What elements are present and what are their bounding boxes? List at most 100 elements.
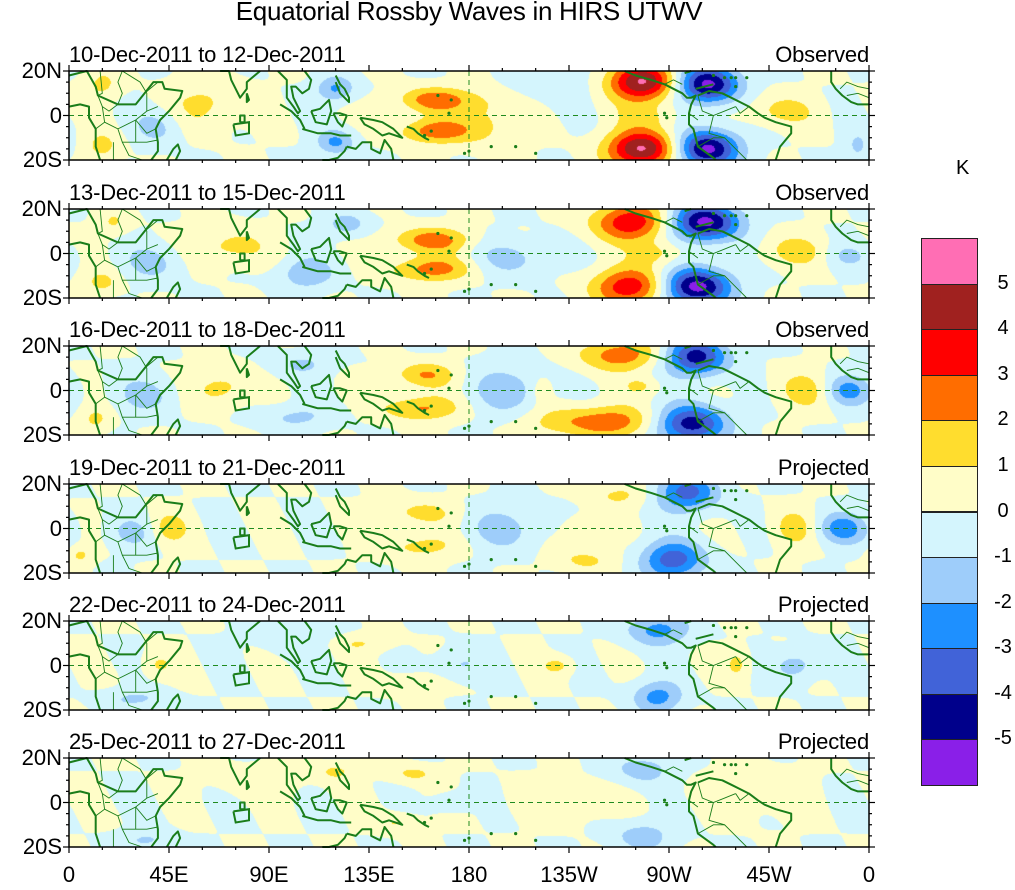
coastline	[220, 620, 261, 649]
country-border	[135, 394, 156, 409]
y-tick-label: 0	[49, 515, 62, 541]
coastline	[695, 496, 714, 503]
island	[729, 351, 733, 355]
island	[665, 803, 669, 807]
island	[436, 368, 440, 373]
colorbar-label: 4	[997, 317, 1009, 340]
country-border	[664, 217, 683, 223]
island	[662, 386, 667, 390]
country-border	[697, 233, 736, 254]
coastline	[334, 488, 350, 517]
country-border	[95, 793, 106, 817]
country-border	[697, 508, 736, 529]
island	[665, 254, 669, 258]
island	[734, 359, 738, 364]
coastline	[406, 263, 430, 279]
country-border	[117, 757, 123, 792]
island	[711, 623, 716, 628]
coastline	[830, 346, 869, 381]
country-border	[117, 541, 158, 556]
island	[662, 524, 667, 528]
island	[534, 151, 538, 155]
island	[422, 546, 427, 551]
country-border	[697, 645, 736, 666]
island	[722, 626, 727, 630]
island	[534, 838, 538, 842]
coastline	[697, 365, 793, 436]
map-panel: 19-Dec-2011 to 21-Dec-2011 Projected	[63, 455, 875, 579]
country-border	[121, 141, 143, 161]
island	[514, 832, 518, 836]
country-border	[117, 678, 158, 693]
country-border	[664, 79, 683, 85]
island	[462, 701, 467, 705]
island	[422, 408, 427, 413]
country-border	[121, 416, 143, 436]
country-border	[688, 799, 699, 808]
island	[467, 424, 471, 428]
island	[489, 695, 493, 699]
island	[514, 558, 518, 562]
coastline	[624, 483, 717, 574]
country-border	[135, 119, 156, 134]
y-tick-label: 20S	[22, 285, 62, 310]
coastline	[68, 653, 102, 711]
country-border	[121, 828, 143, 848]
country-border	[97, 645, 119, 662]
island	[722, 214, 727, 218]
x-tick-label: 45E	[149, 862, 189, 887]
coastline	[220, 345, 261, 374]
country-border	[97, 782, 119, 799]
coastline	[830, 621, 869, 656]
colorbar-swatch	[921, 374, 978, 422]
colorbar-swatch	[921, 329, 978, 376]
y-tick-label: 20S	[22, 422, 62, 447]
coastline	[359, 666, 404, 689]
coastline	[239, 252, 246, 262]
country-border	[97, 483, 103, 509]
island	[729, 626, 733, 630]
coastline	[220, 70, 261, 99]
coastline	[695, 221, 714, 228]
country-border	[117, 266, 158, 281]
island	[745, 626, 749, 630]
country-border	[121, 554, 143, 574]
island	[462, 151, 467, 155]
panel-date-range: 19-Dec-2011 to 21-Dec-2011	[69, 455, 346, 480]
island	[711, 486, 716, 491]
island	[665, 666, 669, 670]
coastline	[334, 762, 350, 791]
panel-date-range: 25-Dec-2011 to 27-Dec-2011	[69, 729, 346, 754]
island	[514, 420, 518, 424]
country-border	[104, 656, 159, 680]
coastline	[406, 125, 430, 141]
coastline	[334, 75, 350, 104]
island	[734, 489, 738, 493]
country-border	[839, 768, 870, 777]
island	[447, 661, 451, 665]
island	[734, 214, 738, 218]
country-border	[664, 629, 683, 635]
coastline	[239, 527, 246, 537]
coastline	[68, 620, 184, 711]
coastline	[332, 662, 348, 678]
island	[734, 76, 738, 80]
island	[462, 426, 467, 430]
panel-kind-label: Projected	[777, 455, 869, 480]
coastline	[245, 230, 250, 242]
island	[734, 634, 738, 639]
map-panel: 25-Dec-2011 to 27-Dec-2011 Projected	[63, 729, 875, 853]
country-border	[839, 631, 870, 640]
coastline	[277, 620, 313, 665]
coastline	[359, 391, 404, 414]
island	[734, 771, 738, 776]
coastline	[359, 254, 404, 277]
coastline	[68, 103, 102, 161]
country-border	[95, 519, 106, 543]
country-border	[95, 106, 106, 130]
island	[711, 348, 716, 353]
coastline	[277, 757, 313, 802]
island	[734, 84, 738, 89]
coastline	[695, 633, 714, 640]
coastline	[346, 139, 395, 161]
